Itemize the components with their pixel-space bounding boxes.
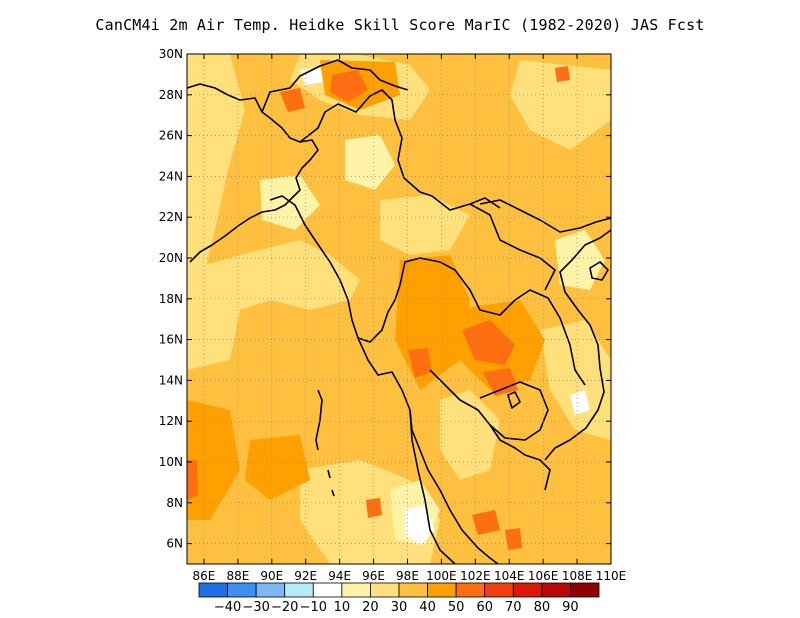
lon-tick-label: 92E — [294, 569, 317, 583]
colorbar-swatch — [541, 582, 571, 598]
coast-myanmar-south — [357, 337, 499, 564]
region-60-west — [187, 460, 198, 500]
colorbar-label: 90 — [562, 600, 579, 615]
colorbar-swatch — [312, 582, 343, 598]
andaman-islands — [315, 389, 323, 451]
colorbar-label: 10 — [334, 600, 351, 615]
region-60-vietnam — [505, 528, 522, 550]
colorbar: −40 −30 −20 −10 10 20 30 40 50 60 70 80 90 — [198, 582, 600, 615]
region-10-north — [345, 135, 395, 190]
tonle-sap — [507, 391, 521, 409]
lat-tick-label: 10N — [159, 455, 183, 469]
region-60-bhutan — [280, 88, 305, 112]
lon-tick-label: 106E — [528, 569, 559, 583]
border-cambodia — [479, 381, 549, 441]
colorbar-swatch — [427, 582, 457, 598]
region-20-west — [187, 54, 245, 275]
lat-tick-label: 30N — [159, 47, 183, 61]
lat-tick-label: 26N — [159, 129, 183, 143]
colorbar-swatch — [198, 582, 228, 598]
colorbar-swatch — [227, 582, 257, 598]
colorbar-swatch — [341, 582, 371, 598]
lat-tick-label: 20N — [159, 251, 183, 265]
grid-lines — [187, 54, 611, 564]
lon-tick-label: 90E — [260, 569, 283, 583]
border-myanmar-india — [299, 89, 501, 211]
lon-tick-label: 86E — [193, 569, 216, 583]
region-60-khorat — [462, 320, 515, 365]
region-10-laos — [555, 230, 605, 290]
lon-tick-label: 102E — [460, 569, 491, 583]
colorbar-label: 80 — [534, 600, 551, 615]
longitude-ticks: 86E 88E 90E 92E 94E 96E 98E 100E 102E 104E 106E 108… — [193, 54, 627, 583]
region-20-gulf — [440, 390, 500, 480]
lat-tick-label: 8N — [166, 496, 183, 510]
lat-tick-label: 22N — [159, 210, 183, 224]
coast-gulf-thailand — [429, 369, 551, 491]
coast-india-east — [187, 83, 319, 263]
colorbar-swatch — [484, 582, 514, 598]
colorbar-label: 20 — [362, 600, 379, 615]
hainan — [589, 261, 609, 281]
coastlines — [187, 59, 611, 564]
region-20-mekong — [540, 320, 611, 440]
region-20-east — [510, 60, 611, 150]
colorbar-swatch — [255, 582, 286, 598]
coast-china-south — [479, 199, 611, 233]
colorbar-label: −40 — [214, 600, 241, 615]
region-60-andaman — [366, 498, 382, 518]
lon-tick-label: 104E — [494, 569, 525, 583]
map-frame — [186, 53, 612, 565]
colorbar-label: −30 — [242, 600, 269, 615]
colorbar-label: 30 — [391, 600, 408, 615]
colorbar-swatch — [570, 582, 600, 598]
coast-vietnam — [544, 229, 611, 461]
lat-tick-label: 18N — [159, 292, 183, 306]
region-60-tenasserim — [408, 348, 432, 378]
colorbar-label: 70 — [505, 600, 522, 615]
region-20-shan — [380, 195, 470, 255]
border-china-north — [261, 59, 409, 113]
region-20-bengal — [187, 240, 360, 370]
malay-peninsula-west — [409, 409, 456, 564]
latitude-ticks: 6N 8N 10N 12N 14N 16N 18N 20N 22N 24N 26N 28N 30N — [159, 47, 611, 551]
colorbar-swatch — [284, 582, 314, 598]
lon-tick-label: 108E — [562, 569, 593, 583]
region-0-vietnam — [570, 390, 590, 415]
score-field — [187, 54, 611, 564]
lat-tick-label: 12N — [159, 414, 183, 428]
region-60-malay — [472, 510, 500, 535]
region-50-bay — [187, 400, 240, 520]
colorbar-swatch — [370, 582, 400, 598]
lat-tick-label: 16N — [159, 333, 183, 347]
colorbar-label: −20 — [271, 600, 298, 615]
lon-tick-label: 88E — [226, 569, 249, 583]
colorbar-swatch — [398, 582, 428, 598]
nicobar-islands — [327, 469, 335, 497]
colorbar-label: 60 — [476, 600, 493, 615]
border-thailand — [399, 257, 586, 386]
lat-tick-label: 6N — [166, 537, 183, 551]
colorbar-swatch — [455, 582, 486, 598]
colorbar-label: 50 — [448, 600, 465, 615]
border-laos — [469, 203, 556, 291]
lon-tick-label: 96E — [362, 569, 385, 583]
colorbar-label: 40 — [419, 600, 436, 615]
region-60-china — [555, 66, 570, 82]
colorbar-swatch — [512, 582, 543, 598]
chart-title: CanCM4i 2m Air Temp. Heidke Skill Score … — [95, 16, 705, 34]
lon-tick-label: 100E — [426, 569, 457, 583]
coast-bangladesh — [269, 195, 401, 343]
lon-tick-label: 98E — [396, 569, 419, 583]
colorbar-label: −10 — [300, 600, 327, 615]
lon-tick-label: 94E — [328, 569, 351, 583]
lat-tick-label: 14N — [159, 373, 183, 387]
lon-tick-label: 110E — [596, 569, 627, 583]
region-50-south-bay — [245, 435, 310, 500]
lat-tick-label: 24N — [159, 169, 183, 183]
lat-tick-label: 28N — [159, 88, 183, 102]
